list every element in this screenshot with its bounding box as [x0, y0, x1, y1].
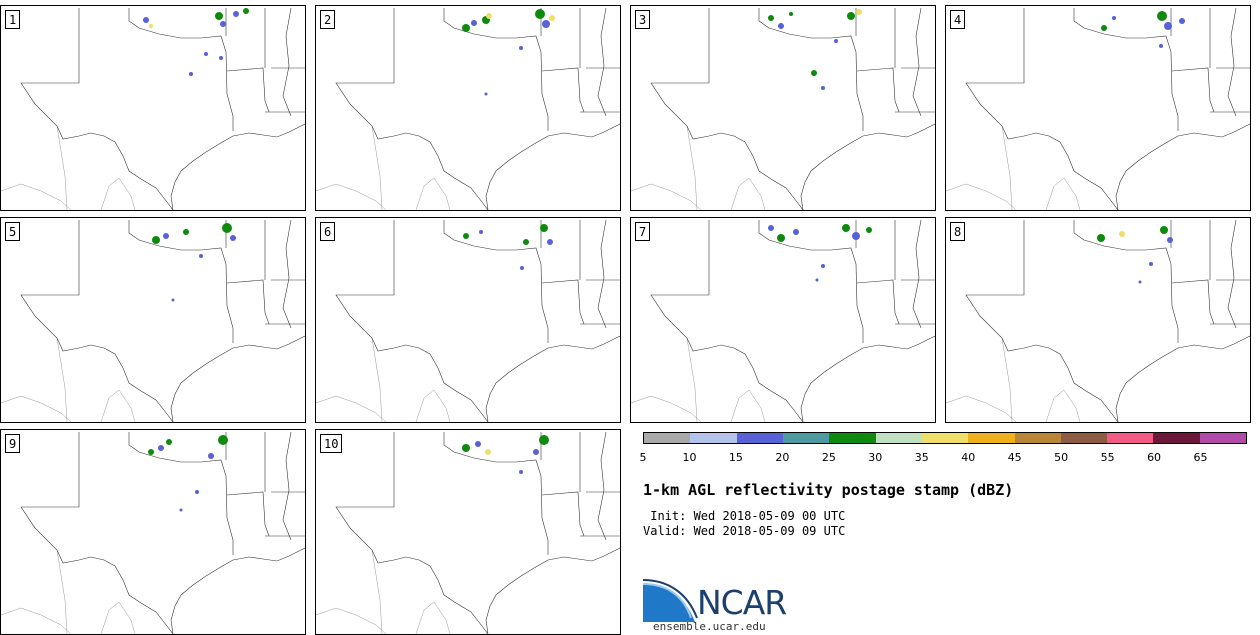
colorbar-tick-label: 55 [1100, 451, 1115, 464]
radar-echoes-4 [1101, 11, 1185, 48]
colorbar-tick-label: 5 [639, 451, 647, 464]
panel-label-1: 1 [5, 10, 21, 29]
member-panel-8: 8 [945, 217, 1251, 423]
radar-echoes-5 [152, 223, 236, 302]
colorbar-tick-label: 15 [728, 451, 743, 464]
colorbar-tick-label: 10 [682, 451, 697, 464]
valid-time: Valid: Wed 2018-05-09 09 UTC [643, 524, 846, 538]
member-panel-5: 5 [0, 217, 306, 423]
map-7 [631, 219, 935, 422]
colorbar-segment [736, 433, 783, 443]
radar-echoes-6 [463, 224, 553, 270]
member-panel-10: 10 [315, 429, 621, 635]
colorbar-tick-label: 40 [961, 451, 976, 464]
colorbar-tick-label: 25 [821, 451, 836, 464]
colorbar-segment [875, 433, 922, 443]
colorbar-segment [1060, 433, 1108, 443]
ncar-logo-text: NCAR [697, 583, 787, 622]
colorbar-segment [1107, 433, 1154, 443]
map-8 [946, 219, 1250, 422]
colorbar-tick-label: 45 [1007, 451, 1022, 464]
member-panel-7: 7 [630, 217, 936, 423]
member-panel-2: 2 [315, 5, 621, 211]
panel-label-8: 8 [950, 222, 966, 241]
radar-echoes-10 [462, 435, 549, 474]
panel-label-5: 5 [5, 222, 21, 241]
panel-label-6: 6 [320, 222, 336, 241]
radar-echoes-1 [143, 8, 249, 76]
map-4 [946, 7, 1250, 210]
colorbar-segment [1014, 433, 1061, 443]
member-panel-9: 9 [0, 429, 306, 635]
radar-echoes-8 [1097, 226, 1173, 284]
panel-label-9: 9 [5, 434, 21, 453]
map-3 [631, 7, 935, 210]
figure-title: 1-km AGL reflectivity postage stamp (dBZ… [643, 481, 1014, 499]
colorbar-segment [690, 433, 737, 443]
panel-label-10: 10 [320, 434, 343, 453]
colorbar-tick-label: 30 [868, 451, 883, 464]
colorbar-segment [1153, 433, 1200, 443]
member-panel-4: 4 [945, 5, 1251, 211]
panel-label-2: 2 [320, 10, 336, 29]
radar-echoes-9 [148, 435, 228, 512]
colorbar-segment [829, 433, 876, 443]
ncar-logo-icon [643, 579, 698, 622]
colorbar-segment [921, 433, 969, 443]
colorbar-tick-label: 35 [914, 451, 929, 464]
colorbar [643, 432, 1247, 444]
init-time: Init: Wed 2018-05-09 00 UTC [643, 509, 846, 523]
panel-label-3: 3 [635, 10, 651, 29]
map-10 [316, 431, 620, 634]
colorbar-tick-label: 50 [1054, 451, 1069, 464]
map-5 [1, 219, 305, 422]
website-link[interactable]: ensemble.ucar.edu [653, 620, 766, 633]
panel-label-4: 4 [950, 10, 966, 29]
colorbar-segment [644, 433, 691, 443]
member-panel-6: 6 [315, 217, 621, 423]
colorbar-segment [968, 433, 1015, 443]
colorbar-tick-label: 60 [1147, 451, 1162, 464]
map-1 [1, 7, 305, 210]
colorbar-segment [1199, 433, 1247, 443]
member-panel-1: 1 [0, 5, 306, 211]
panel-label-7: 7 [635, 222, 651, 241]
colorbar-tick-label: 65 [1193, 451, 1208, 464]
colorbar-segment [782, 433, 830, 443]
colorbar-ticks: 5 10 15 20 25 30 35 40 45 50 55 60 65 [639, 451, 1247, 465]
radar-echoes-7 [768, 224, 872, 282]
member-panel-3: 3 [630, 5, 936, 211]
radar-echoes-3 [768, 9, 862, 90]
map-6 [316, 219, 620, 422]
radar-echoes-2 [462, 9, 555, 96]
map-2 [316, 7, 620, 210]
map-9 [1, 431, 305, 634]
colorbar-tick-label: 20 [775, 451, 790, 464]
